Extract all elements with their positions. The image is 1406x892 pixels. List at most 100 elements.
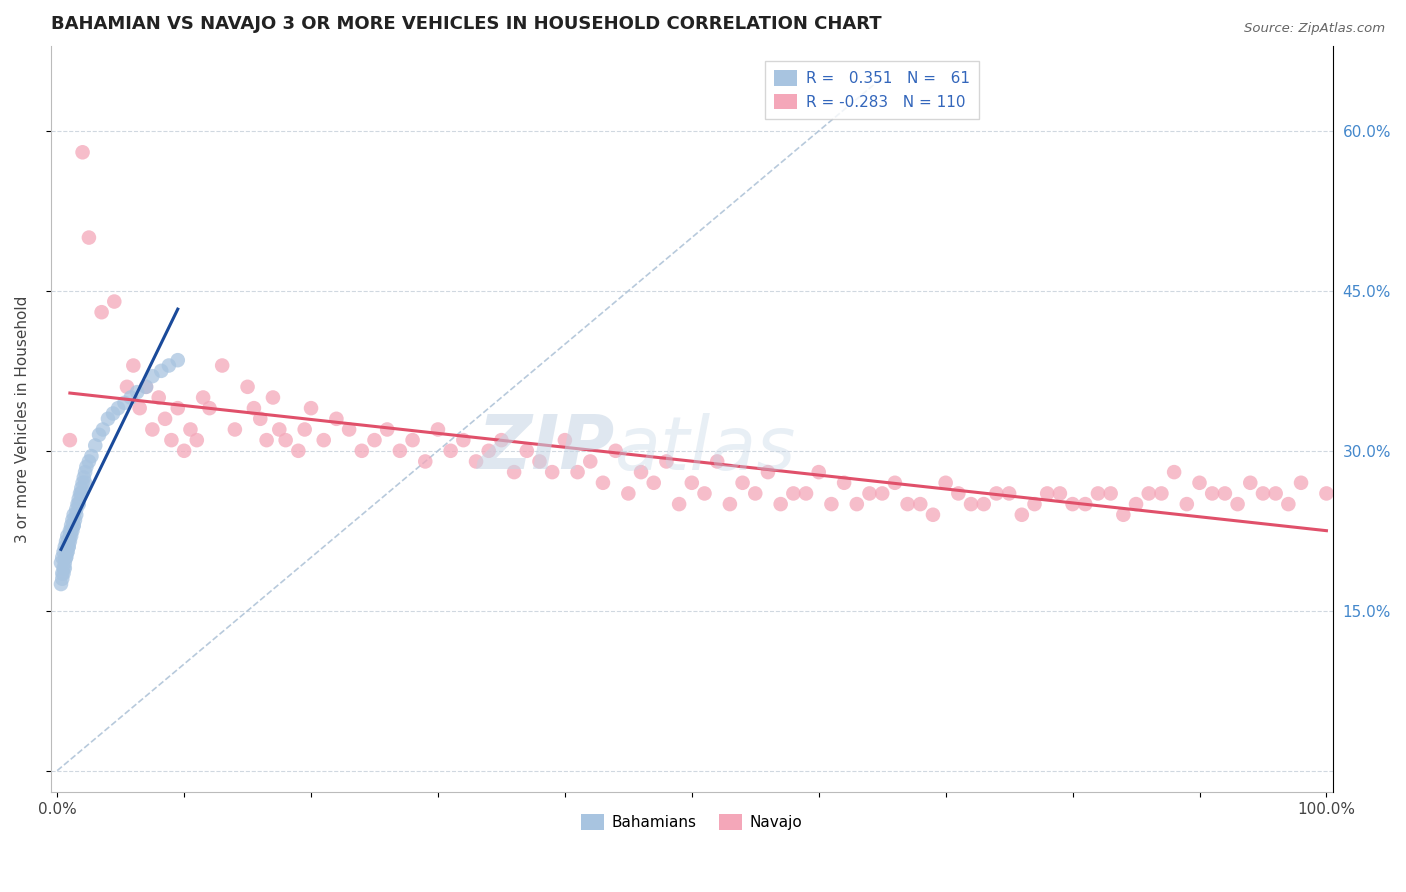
Point [269, 422, 291, 436]
Point [910, 497, 932, 511]
Text: Source: ZipAtlas.com: Source: ZipAtlas.com [1244, 22, 1385, 36]
Point [1213, 486, 1236, 500]
Point [73, 470, 96, 484]
Point [72, 145, 94, 160]
Point [769, 497, 792, 511]
Point [58, 540, 80, 554]
Point [922, 508, 945, 522]
Point [59, 529, 82, 543]
Point [1251, 486, 1274, 500]
Point [262, 391, 284, 405]
Point [453, 433, 475, 447]
Point [150, 364, 173, 378]
Point [60, 518, 83, 533]
Point [478, 443, 501, 458]
Point [127, 385, 149, 400]
Point [157, 359, 180, 373]
Point [337, 422, 360, 436]
Point [935, 475, 957, 490]
Point [1264, 486, 1286, 500]
Point [668, 497, 690, 511]
Point [249, 412, 271, 426]
Point [65, 502, 87, 516]
Point [236, 380, 259, 394]
Point [1277, 497, 1299, 511]
Point [141, 369, 163, 384]
Point [413, 454, 436, 468]
Point [1036, 486, 1059, 500]
Point [287, 443, 309, 458]
Point [52, 561, 75, 575]
Point [135, 380, 157, 394]
Point [1226, 497, 1249, 511]
Point [59, 534, 82, 549]
Text: BAHAMIAN VS NAVAJO 3 OR MORE VEHICLES IN HOUSEHOLD CORRELATION CHART: BAHAMIAN VS NAVAJO 3 OR MORE VEHICLES IN… [51, 15, 882, 33]
Point [986, 486, 1008, 500]
Point [897, 497, 920, 511]
Point [87, 427, 110, 442]
Point [440, 443, 463, 458]
Point [166, 353, 188, 368]
Point [948, 486, 970, 500]
Point [1062, 497, 1084, 511]
Point [655, 454, 678, 468]
Point [173, 443, 195, 458]
Point [243, 401, 266, 416]
Point [107, 401, 129, 416]
Point [211, 359, 233, 373]
Point [160, 433, 183, 447]
Point [56, 545, 79, 559]
Point [1137, 486, 1160, 500]
Point [883, 475, 905, 490]
Point [325, 412, 347, 426]
Point [1074, 497, 1097, 511]
Point [1289, 475, 1312, 490]
Point [1112, 508, 1135, 522]
Point [529, 454, 551, 468]
Point [59, 524, 82, 538]
Point [52, 566, 75, 581]
Point [858, 486, 880, 500]
Point [166, 401, 188, 416]
Point [75, 465, 97, 479]
Point [1175, 497, 1198, 511]
Point [998, 486, 1021, 500]
Point [579, 454, 602, 468]
Point [114, 396, 136, 410]
Point [62, 518, 84, 533]
Point [53, 561, 76, 575]
Point [58, 540, 80, 554]
Point [807, 465, 830, 479]
Point [72, 475, 94, 490]
Point [554, 433, 576, 447]
Legend: Bahamians, Navajo: Bahamians, Navajo [575, 808, 808, 837]
Point [294, 422, 316, 436]
Point [845, 497, 868, 511]
Point [122, 359, 145, 373]
Point [90, 305, 112, 319]
Point [198, 401, 221, 416]
Point [756, 465, 779, 479]
Point [1201, 486, 1223, 500]
Point [1239, 475, 1261, 490]
Text: atlas: atlas [614, 413, 796, 484]
Point [62, 508, 84, 522]
Point [782, 486, 804, 500]
Point [1011, 508, 1033, 522]
Point [363, 433, 385, 447]
Point [832, 475, 855, 490]
Point [97, 412, 120, 426]
Point [375, 422, 398, 436]
Point [62, 524, 84, 538]
Point [312, 433, 335, 447]
Point [617, 486, 640, 500]
Point [191, 391, 214, 405]
Point [62, 513, 84, 527]
Point [75, 459, 97, 474]
Point [870, 486, 893, 500]
Point [77, 454, 100, 468]
Point [60, 524, 83, 538]
Point [794, 486, 817, 500]
Point [52, 545, 75, 559]
Point [541, 465, 564, 479]
